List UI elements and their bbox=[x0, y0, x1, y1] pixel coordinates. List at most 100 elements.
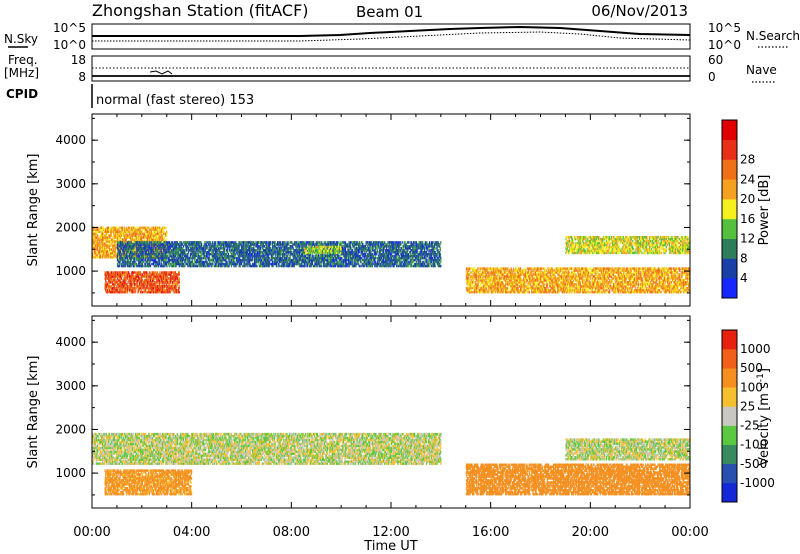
data-cell bbox=[244, 264, 246, 268]
data-cell bbox=[123, 290, 126, 294]
data-cell bbox=[247, 245, 249, 248]
data-cell bbox=[148, 234, 150, 237]
data-cell bbox=[193, 253, 195, 256]
data-cell bbox=[132, 279, 134, 282]
data-cell bbox=[304, 264, 306, 268]
data-cell bbox=[234, 241, 236, 244]
data-cell bbox=[296, 258, 299, 262]
data-cell bbox=[163, 273, 165, 276]
data-cell bbox=[312, 256, 314, 260]
data-cell bbox=[250, 254, 252, 258]
data-cell bbox=[163, 247, 165, 250]
data-cell bbox=[201, 251, 203, 254]
data-cell bbox=[126, 251, 128, 254]
data-cell bbox=[133, 230, 135, 233]
data-cell bbox=[145, 249, 147, 252]
data-cell bbox=[275, 245, 277, 248]
data-cell bbox=[245, 247, 248, 250]
data-cell bbox=[185, 249, 187, 252]
data-cell bbox=[276, 264, 278, 268]
data-cell bbox=[272, 253, 274, 256]
data-cell bbox=[171, 264, 173, 268]
data-cell bbox=[256, 258, 258, 262]
data-cell bbox=[186, 247, 188, 250]
data-cell bbox=[123, 251, 126, 254]
data-cell bbox=[217, 256, 220, 260]
cpid-label: CPID bbox=[6, 87, 38, 101]
data-cell bbox=[282, 245, 284, 248]
data-cell bbox=[120, 232, 122, 235]
data-cell bbox=[247, 254, 249, 258]
data-cell bbox=[144, 228, 147, 231]
data-cell bbox=[193, 254, 195, 258]
data-cell bbox=[199, 243, 201, 246]
data-cell bbox=[247, 247, 249, 250]
data-cell bbox=[120, 245, 122, 248]
data-cell bbox=[305, 245, 307, 248]
data-cell bbox=[323, 262, 325, 266]
data-cell bbox=[191, 241, 193, 244]
data-cell bbox=[260, 249, 262, 252]
data-cell bbox=[118, 236, 121, 239]
data-cell bbox=[136, 254, 139, 258]
data-cell bbox=[305, 258, 307, 262]
data-cell bbox=[143, 283, 145, 286]
data-cell bbox=[208, 264, 210, 268]
data-cell bbox=[95, 246, 97, 249]
data-cell bbox=[238, 243, 240, 246]
data-cell bbox=[110, 242, 112, 245]
data-cell bbox=[242, 264, 244, 268]
data-cell bbox=[205, 251, 207, 254]
data-cell bbox=[177, 279, 179, 282]
data-cell bbox=[136, 238, 138, 241]
data-cell bbox=[199, 264, 202, 268]
data-cell bbox=[107, 273, 109, 276]
data-cell bbox=[107, 250, 109, 253]
data-cell bbox=[136, 253, 138, 256]
data-cell bbox=[104, 254, 106, 257]
data-cell bbox=[292, 264, 294, 268]
data-cell bbox=[218, 258, 220, 262]
data-cell bbox=[117, 249, 119, 252]
data-cell bbox=[299, 245, 301, 248]
data-cell bbox=[271, 264, 273, 268]
data-cell bbox=[168, 256, 170, 260]
data-cell bbox=[123, 249, 125, 252]
data-cell bbox=[187, 254, 189, 258]
freq-panel: Freq. [MHz] 18 8 60 0 Nave bbox=[4, 53, 777, 84]
data-cell bbox=[158, 260, 160, 264]
data-cell bbox=[300, 256, 302, 260]
data-cell bbox=[142, 258, 144, 262]
data-cell bbox=[131, 279, 133, 282]
data-cell bbox=[298, 249, 300, 252]
data-cell bbox=[224, 247, 226, 250]
data-cell bbox=[130, 260, 132, 264]
data-cell bbox=[193, 243, 195, 246]
data-cell bbox=[115, 271, 117, 274]
data-cell bbox=[135, 290, 137, 294]
data-cell bbox=[240, 251, 242, 254]
data-cell bbox=[267, 260, 269, 264]
data-cell bbox=[95, 236, 97, 239]
data-cell bbox=[131, 245, 133, 248]
data-cell bbox=[253, 245, 255, 248]
data-cell bbox=[144, 289, 147, 292]
data-cell bbox=[147, 262, 149, 266]
data-cell bbox=[149, 241, 151, 244]
data-cell bbox=[287, 245, 289, 248]
data-cell bbox=[121, 275, 124, 278]
data-cell bbox=[151, 245, 153, 248]
data-cell bbox=[295, 260, 297, 264]
data-cell bbox=[106, 277, 108, 280]
data-cell bbox=[161, 273, 163, 276]
data-cell bbox=[294, 241, 296, 244]
data-cell bbox=[174, 253, 177, 256]
data-cell bbox=[117, 283, 119, 286]
data-cell bbox=[245, 249, 247, 252]
data-cell bbox=[133, 228, 135, 231]
data-cell bbox=[225, 249, 228, 252]
data-cell bbox=[163, 290, 165, 294]
data-cell bbox=[97, 230, 99, 233]
data-cell bbox=[159, 236, 162, 239]
data-cell bbox=[145, 281, 147, 284]
